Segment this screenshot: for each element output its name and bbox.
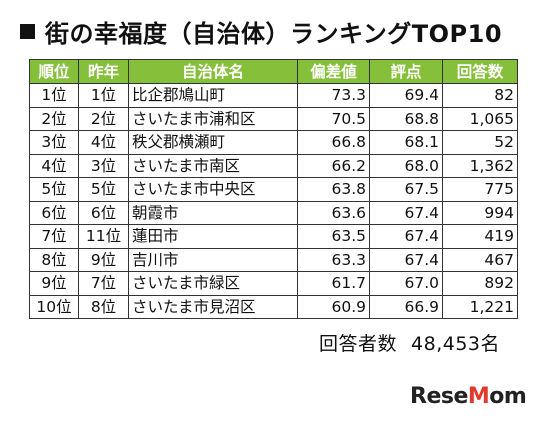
table-row: 10位 8位 さいたま市見沼区 60.9 66.9 1,221: [29, 294, 518, 319]
title-text: 街の幸福度（自治体）ランキングTOP10: [45, 19, 503, 48]
cell-score: 67.5: [369, 177, 443, 202]
cell-last-year: 6位: [78, 200, 129, 225]
cell-deviation: 60.9: [297, 294, 370, 319]
cell-responses: 775: [442, 177, 518, 202]
cell-responses: 1,065: [442, 106, 518, 131]
cell-score: 68.0: [369, 153, 443, 178]
header-municipality: 自治体名: [128, 59, 298, 84]
header-rank: 順位: [29, 59, 79, 84]
cell-score: 67.4: [369, 247, 443, 272]
table-row: 6位 6位 朝霞市 63.6 67.4 994: [29, 200, 518, 225]
table-row: 9位 7位 さいたま市緑区 61.7 67.0 892: [29, 271, 518, 296]
cell-deviation: 73.3: [297, 83, 370, 108]
cell-responses: 419: [442, 224, 518, 249]
cell-score: 66.9: [369, 294, 443, 319]
page-title: 街の幸福度（自治体）ランキングTOP10: [20, 14, 502, 48]
cell-deviation: 63.8: [297, 177, 370, 202]
cell-score: 69.4: [369, 83, 443, 108]
cell-score: 68.8: [369, 106, 443, 131]
table-row: 7位 11位 蓮田市 63.5 67.4 419: [29, 224, 518, 249]
cell-deviation: 61.7: [297, 271, 370, 296]
respondent-count-label: 回答者数: [319, 333, 398, 355]
cell-municipality: 吉川市: [128, 247, 298, 272]
cell-municipality: 蓮田市: [128, 224, 298, 249]
cell-responses: 994: [442, 200, 518, 225]
cell-last-year: 4位: [78, 130, 129, 155]
cell-last-year: 11位: [78, 224, 129, 249]
cell-rank: 6位: [29, 200, 79, 225]
cell-rank: 8位: [29, 247, 79, 272]
cell-last-year: 5位: [78, 177, 129, 202]
cell-responses: 467: [442, 247, 518, 272]
cell-score: 67.4: [369, 200, 443, 225]
cell-deviation: 70.5: [297, 106, 370, 131]
header-score: 評点: [369, 59, 443, 84]
respondent-count: 回答者数 48,453名: [319, 329, 500, 356]
header-last-year: 昨年: [78, 59, 129, 84]
cell-last-year: 9位: [78, 247, 129, 272]
cell-last-year: 8位: [78, 294, 129, 319]
cell-last-year: 1位: [78, 83, 129, 108]
ranking-table: 順位 昨年 自治体名 偏差値 評点 回答数 1位 1位 比企郡鳩山町 73.3 …: [29, 59, 518, 319]
cell-last-year: 3位: [78, 153, 129, 178]
cell-municipality: さいたま市中央区: [128, 177, 298, 202]
cell-score: 67.0: [369, 271, 443, 296]
cell-rank: 1位: [29, 83, 79, 108]
header-deviation: 偏差値: [297, 59, 370, 84]
cell-rank: 7位: [29, 224, 79, 249]
cell-last-year: 2位: [78, 106, 129, 131]
cell-responses: 52: [442, 130, 518, 155]
cell-deviation: 66.8: [297, 130, 370, 155]
square-bullet-icon: [20, 23, 35, 39]
cell-rank: 4位: [29, 153, 79, 178]
respondent-count-value: 48,453名: [411, 333, 500, 355]
cell-responses: 1,362: [442, 153, 518, 178]
table-row: 5位 5位 さいたま市中央区 63.8 67.5 775: [29, 177, 518, 202]
cell-deviation: 66.2: [297, 153, 370, 178]
cell-municipality: さいたま市南区: [128, 153, 298, 178]
table-row: 3位 4位 秩父郡横瀬町 66.8 68.1 52: [29, 130, 518, 155]
cell-score: 67.4: [369, 224, 443, 249]
cell-responses: 82: [442, 83, 518, 108]
cell-rank: 9位: [29, 271, 79, 296]
cell-rank: 5位: [29, 177, 79, 202]
cell-deviation: 63.6: [297, 200, 370, 225]
table-row: 4位 3位 さいたま市南区 66.2 68.0 1,362: [29, 153, 518, 178]
table-header-row: 順位 昨年 自治体名 偏差値 評点 回答数: [29, 59, 518, 84]
cell-municipality: さいたま市見沼区: [128, 294, 298, 319]
cell-municipality: 朝霞市: [128, 200, 298, 225]
cell-responses: 892: [442, 271, 518, 296]
header-responses: 回答数: [442, 59, 518, 84]
cell-deviation: 63.3: [297, 247, 370, 272]
cell-rank: 10位: [29, 294, 79, 319]
table-row: 1位 1位 比企郡鳩山町 73.3 69.4 82: [29, 83, 518, 108]
table-row: 2位 2位 さいたま市浦和区 70.5 68.8 1,065: [29, 106, 518, 131]
cell-municipality: 秩父郡横瀬町: [128, 130, 298, 155]
cell-last-year: 7位: [78, 271, 129, 296]
cell-rank: 2位: [29, 106, 79, 131]
cell-municipality: 比企郡鳩山町: [128, 83, 298, 108]
table-row: 8位 9位 吉川市 63.3 67.4 467: [29, 247, 518, 272]
resemom-logo: ReseMom: [410, 384, 527, 409]
cell-score: 68.1: [369, 130, 443, 155]
cell-municipality: さいたま市緑区: [128, 271, 298, 296]
cell-municipality: さいたま市浦和区: [128, 106, 298, 131]
cell-deviation: 63.5: [297, 224, 370, 249]
cell-rank: 3位: [29, 130, 79, 155]
cell-responses: 1,221: [442, 294, 518, 319]
